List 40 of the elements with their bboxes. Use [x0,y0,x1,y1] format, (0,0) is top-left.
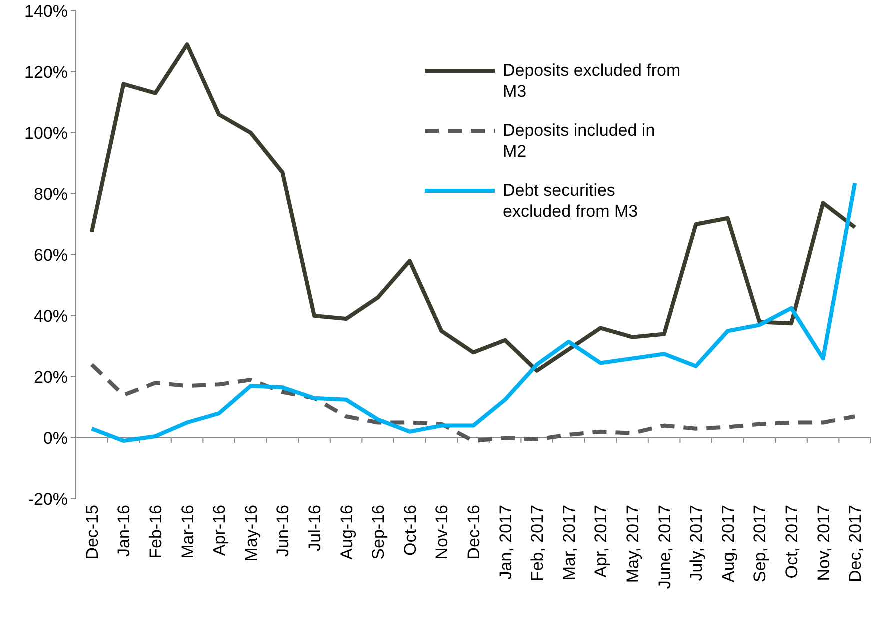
x-tick-label: Aug, 2017 [718,505,738,583]
x-tick-label: Mar-16 [178,505,198,559]
y-tick-label: 60% [34,246,68,265]
x-tick-label: Sep, 2017 [750,505,770,583]
x-tick-label: Sep-16 [369,505,388,560]
x-tick-label: Jan-16 [114,505,134,557]
x-tick-label: Dec, 2017 [846,505,866,582]
x-tick-label: Feb-16 [146,505,166,559]
x-tick-label: Nov-16 [432,505,452,560]
x-tick-label: Aug-16 [337,505,356,560]
x-tick-label: June, 2017 [655,505,674,590]
y-tick-label: 100% [24,124,68,143]
x-tick-label: Dec-16 [464,505,484,560]
line-series [90,362,858,444]
y-tick-label: 20% [34,368,68,387]
x-tick-label: Mar, 2017 [560,505,579,581]
y-tick-label: 120% [24,62,68,82]
x-tick-label: Apr, 2017 [592,505,611,578]
y-tick-label: 80% [34,184,68,204]
legend-label: Deposits excluded from M3 [503,61,681,101]
line-series [90,181,858,444]
x-tick-label: Feb, 2017 [528,505,548,582]
x-tick-label: Jan, 2017 [496,505,516,580]
x-tick-label: July, 2017 [687,505,706,582]
y-tick-label: 140% [24,2,68,21]
y-tick-label: 40% [34,306,68,326]
x-tick-label: Jul-16 [306,505,324,552]
x-tick-label: May, 2017 [624,505,642,584]
x-tick-label: Jun-16 [274,505,293,557]
x-tick-label: Nov, 2017 [814,505,834,582]
line-series [90,42,858,373]
legend-label: Debt securities excluded from M3 [503,181,638,221]
x-tick-label: Oct-16 [400,505,420,556]
y-tick-label: 0% [43,428,68,448]
x-tick-label: Dec-15 [82,505,102,560]
y-tick-label: -20% [28,490,68,509]
x-tick-label: Oct, 2017 [782,505,802,579]
x-tick-label: May-16 [242,505,261,562]
legend-label: Deposits included in M2 [503,121,656,161]
x-tick-label: Apr-16 [210,505,230,556]
